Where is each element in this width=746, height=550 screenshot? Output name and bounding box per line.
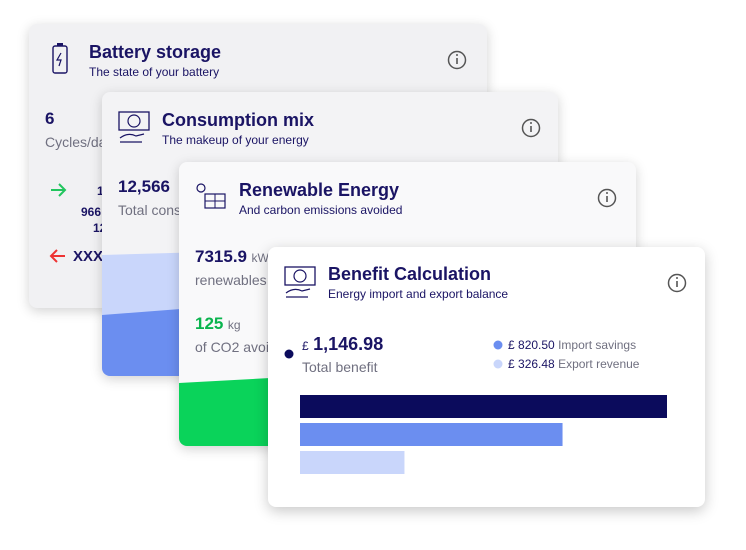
bar [300, 423, 563, 446]
card: Benefit Calculation Energy import and ex… [268, 247, 705, 507]
import-line: 1 [97, 184, 104, 198]
currency: £ [508, 357, 515, 371]
stat-label: Cycles/day [45, 134, 114, 150]
stat: 7315.9 [195, 247, 247, 266]
import-line: 966 [81, 205, 102, 219]
legend-label: Export revenue [558, 357, 640, 371]
card-subtitle: The state of your battery [89, 65, 220, 79]
export-line: XXX [73, 248, 104, 265]
card-subtitle: Energy import and export balance [328, 287, 509, 301]
co2-label: of CO2 avoided [195, 339, 293, 355]
card-title: Battery storage [89, 42, 222, 62]
currency: £ [302, 339, 309, 353]
card-graphics [284, 266, 687, 474]
legend-item: £ 820.50 Import savings [508, 338, 636, 352]
stat: 6 [45, 109, 55, 128]
total-label: Total benefit [302, 359, 378, 375]
legend-label: Import savings [558, 338, 637, 352]
legend-item: £ 326.48 Export revenue [508, 357, 639, 371]
card-subtitle: The makeup of your energy [162, 133, 309, 147]
stat-row: 7315.9 kWh [195, 247, 275, 267]
amount: 326.48 [518, 357, 555, 371]
co2-unit: kg [227, 318, 241, 332]
bar [300, 395, 667, 418]
stat: 12,566 [118, 177, 170, 196]
card-title: Renewable Energy [239, 180, 400, 200]
co2: 125 [195, 314, 224, 333]
card-title: Benefit Calculation [328, 264, 492, 284]
total-row: £ 1,146.98 [302, 334, 383, 355]
total-amount: 1,146.98 [313, 334, 384, 354]
card-title: Consumption mix [162, 110, 314, 130]
co2-row: 125 kg [195, 314, 241, 334]
amount: 820.50 [518, 338, 555, 352]
card-icons [49, 43, 467, 263]
card-subtitle: And carbon emissions avoided [239, 203, 403, 217]
bar [300, 451, 405, 474]
currency: £ [508, 338, 515, 352]
